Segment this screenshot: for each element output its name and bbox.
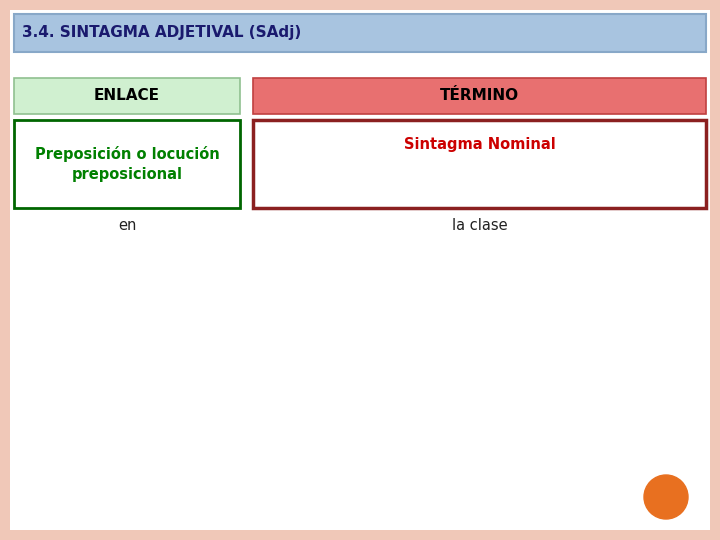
- FancyBboxPatch shape: [10, 10, 710, 530]
- FancyBboxPatch shape: [14, 14, 706, 52]
- Text: Sintagma Nominal: Sintagma Nominal: [404, 137, 555, 152]
- Text: la clase: la clase: [451, 218, 508, 233]
- FancyBboxPatch shape: [14, 120, 240, 208]
- Text: ENLACE: ENLACE: [94, 89, 160, 104]
- Text: TÉRMINO: TÉRMINO: [440, 89, 519, 104]
- Text: en: en: [118, 218, 136, 233]
- Circle shape: [644, 475, 688, 519]
- FancyBboxPatch shape: [253, 120, 706, 208]
- FancyBboxPatch shape: [253, 78, 706, 114]
- FancyBboxPatch shape: [14, 78, 240, 114]
- Text: 3.4. SINTAGMA ADJETIVAL (SAdj): 3.4. SINTAGMA ADJETIVAL (SAdj): [22, 25, 301, 40]
- Text: Preposición o locución
preposicional: Preposición o locución preposicional: [35, 146, 220, 182]
